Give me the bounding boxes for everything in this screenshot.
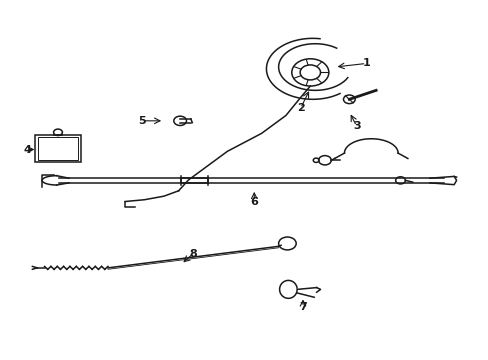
Text: 2: 2 <box>296 103 304 113</box>
Text: 1: 1 <box>362 58 369 68</box>
Bar <box>35 135 81 162</box>
Text: 4: 4 <box>23 144 31 154</box>
Text: 6: 6 <box>250 197 258 207</box>
Text: 7: 7 <box>299 302 306 312</box>
Bar <box>181 178 207 183</box>
Text: 8: 8 <box>189 248 197 258</box>
Bar <box>38 137 78 160</box>
Text: 3: 3 <box>352 121 360 131</box>
Text: 5: 5 <box>138 116 145 126</box>
